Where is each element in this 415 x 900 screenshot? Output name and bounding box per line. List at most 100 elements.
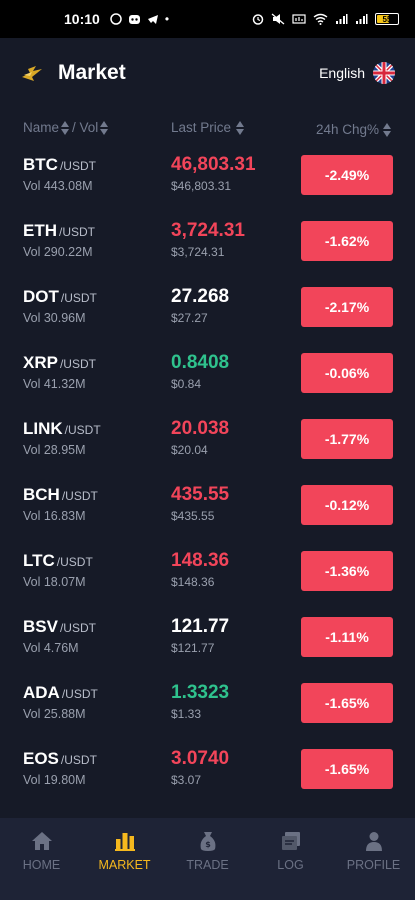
system-icons: 55 [252, 13, 399, 25]
symbol-text: LTC [23, 551, 55, 570]
usd-price: $27.27 [171, 311, 208, 325]
pair-label: /USDT [59, 621, 96, 635]
market-row[interactable]: LTC/USDT Vol 18.07M 148.36 $148.36 -1.36… [0, 539, 415, 605]
last-price: 3,724.31 [171, 220, 245, 241]
bottom-nav: HOME MARKET $ TRADE LOG PROFILE [0, 818, 415, 900]
usd-price: $148.36 [171, 575, 215, 589]
usd-price: $3.07 [171, 773, 202, 787]
sort-icon [236, 120, 245, 135]
nav-trade[interactable]: $ TRADE [166, 818, 249, 900]
change-badge[interactable]: -0.06% [301, 353, 393, 393]
volume-text: Vol 25.88M [23, 707, 86, 721]
coin-symbol: DOT/USDT [23, 287, 97, 307]
page-title: Market [58, 61, 126, 84]
discord-icon [128, 14, 140, 24]
volume-text: Vol 4.76M [23, 641, 79, 655]
pair-label: /USDT [61, 489, 98, 503]
market-row[interactable]: DOT/USDT Vol 30.96M 27.268 $27.27 -2.17% [0, 275, 415, 341]
symbol-text: XRP [23, 353, 58, 372]
change-badge[interactable]: -1.11% [301, 617, 393, 657]
notification-icons: • [110, 12, 169, 26]
signal-icon-1 [336, 14, 348, 24]
nav-trade-label: TRADE [186, 858, 229, 872]
market-row[interactable]: EOS/USDT Vol 19.80M 3.0740 $3.07 -1.65% [0, 737, 415, 803]
svg-text:$: $ [205, 840, 211, 849]
change-badge[interactable]: -2.49% [301, 155, 393, 195]
signal-icon-2 [356, 14, 368, 24]
coin-symbol: ADA/USDT [23, 683, 98, 703]
volume-text: Vol 30.96M [23, 311, 86, 325]
market-row[interactable]: BTC/USDT Vol 443.08M 46,803.31 $46,803.3… [0, 143, 415, 209]
nav-home-label: HOME [22, 858, 61, 872]
symbol-text: BTC [23, 155, 58, 174]
symbol-text: ADA [23, 683, 60, 702]
market-row[interactable]: XRP/USDT Vol 41.32M 0.8408 $0.84 -0.06% [0, 341, 415, 407]
pair-label: /USDT [61, 687, 98, 701]
last-price-sort-header[interactable]: Last Price [171, 120, 245, 135]
change-badge[interactable]: -1.65% [301, 683, 393, 723]
uk-flag-icon [373, 62, 395, 84]
usd-price: $121.77 [171, 641, 215, 655]
coin-symbol: LTC/USDT [23, 551, 93, 571]
usd-price: $0.84 [171, 377, 202, 391]
change-sort-header[interactable]: 24h Chg% [316, 122, 391, 137]
last-price: 27.268 [171, 286, 230, 307]
language-label: English [319, 65, 365, 81]
change-badge[interactable]: -2.17% [301, 287, 393, 327]
volume-text: Vol 290.22M [23, 245, 93, 259]
coin-symbol: XRP/USDT [23, 353, 96, 373]
change-badge[interactable]: -0.12% [301, 485, 393, 525]
market-row[interactable]: LINK/USDT Vol 28.95M 20.038 $20.04 -1.77… [0, 407, 415, 473]
market-list: BTC/USDT Vol 443.08M 46,803.31 $46,803.3… [0, 143, 415, 803]
market-icon [114, 833, 135, 851]
pair-label: /USDT [60, 291, 97, 305]
symbol-text: BCH [23, 485, 60, 504]
pair-label: /USDT [59, 159, 96, 173]
change-badge[interactable]: -1.65% [301, 749, 393, 789]
last-price: 20.038 [171, 418, 230, 439]
change-badge[interactable]: -1.62% [301, 221, 393, 261]
last-price: 435.55 [171, 484, 230, 505]
volume-text: Vol 41.32M [23, 377, 86, 391]
name-vol-sort-header[interactable]: Name / Vol [23, 120, 109, 135]
mute-icon [271, 13, 285, 25]
nav-log-label: LOG [277, 858, 304, 872]
nav-home[interactable]: HOME [0, 818, 83, 900]
language-selector[interactable]: English [319, 62, 395, 84]
status-time: 10:10 [64, 11, 100, 27]
symbol-text: EOS [23, 749, 59, 768]
battery-icon: 55 [375, 13, 399, 25]
change-badge[interactable]: -1.77% [301, 419, 393, 459]
market-row[interactable]: BSV/USDT Vol 4.76M 121.77 $121.77 -1.11% [0, 605, 415, 671]
market-row[interactable]: ADA/USDT Vol 25.88M 1.3323 $1.33 -1.65% [0, 671, 415, 737]
coin-symbol: BSV/USDT [23, 617, 96, 637]
usd-price: $3,724.31 [171, 245, 225, 259]
volume-text: Vol 443.08M [23, 179, 93, 193]
symbol-text: DOT [23, 287, 59, 306]
symbol-text: BSV [23, 617, 58, 636]
wifi-icon [313, 13, 328, 25]
column-headers: Name / Vol Last Price 24h Chg% [0, 118, 415, 140]
change-badge[interactable]: -1.36% [301, 551, 393, 591]
pair-label: /USDT [56, 555, 93, 569]
app-logo-icon [22, 66, 42, 81]
usd-price: $20.04 [171, 443, 208, 457]
last-price: 46,803.31 [171, 154, 256, 175]
usd-price: $435.55 [171, 509, 215, 523]
profile-icon [365, 832, 382, 851]
volume-text: Vol 28.95M [23, 443, 86, 457]
nav-log[interactable]: LOG [249, 818, 332, 900]
coin-symbol: EOS/USDT [23, 749, 97, 769]
usd-price: $46,803.31 [171, 179, 232, 193]
pair-label: /USDT [59, 357, 96, 371]
alarm-icon [252, 14, 264, 25]
market-row[interactable]: ETH/USDT Vol 290.22M 3,724.31 $3,724.31 … [0, 209, 415, 275]
home-icon [31, 832, 52, 850]
volume-text: Vol 18.07M [23, 575, 86, 589]
nav-market[interactable]: MARKET [83, 818, 166, 900]
market-row[interactable]: BCH/USDT Vol 16.83M 435.55 $435.55 -0.12… [0, 473, 415, 539]
nav-profile[interactable]: PROFILE [332, 818, 415, 900]
battery-level: 55 [382, 14, 392, 24]
pair-label: /USDT [59, 225, 95, 239]
price-column-label: Last Price [171, 120, 232, 135]
